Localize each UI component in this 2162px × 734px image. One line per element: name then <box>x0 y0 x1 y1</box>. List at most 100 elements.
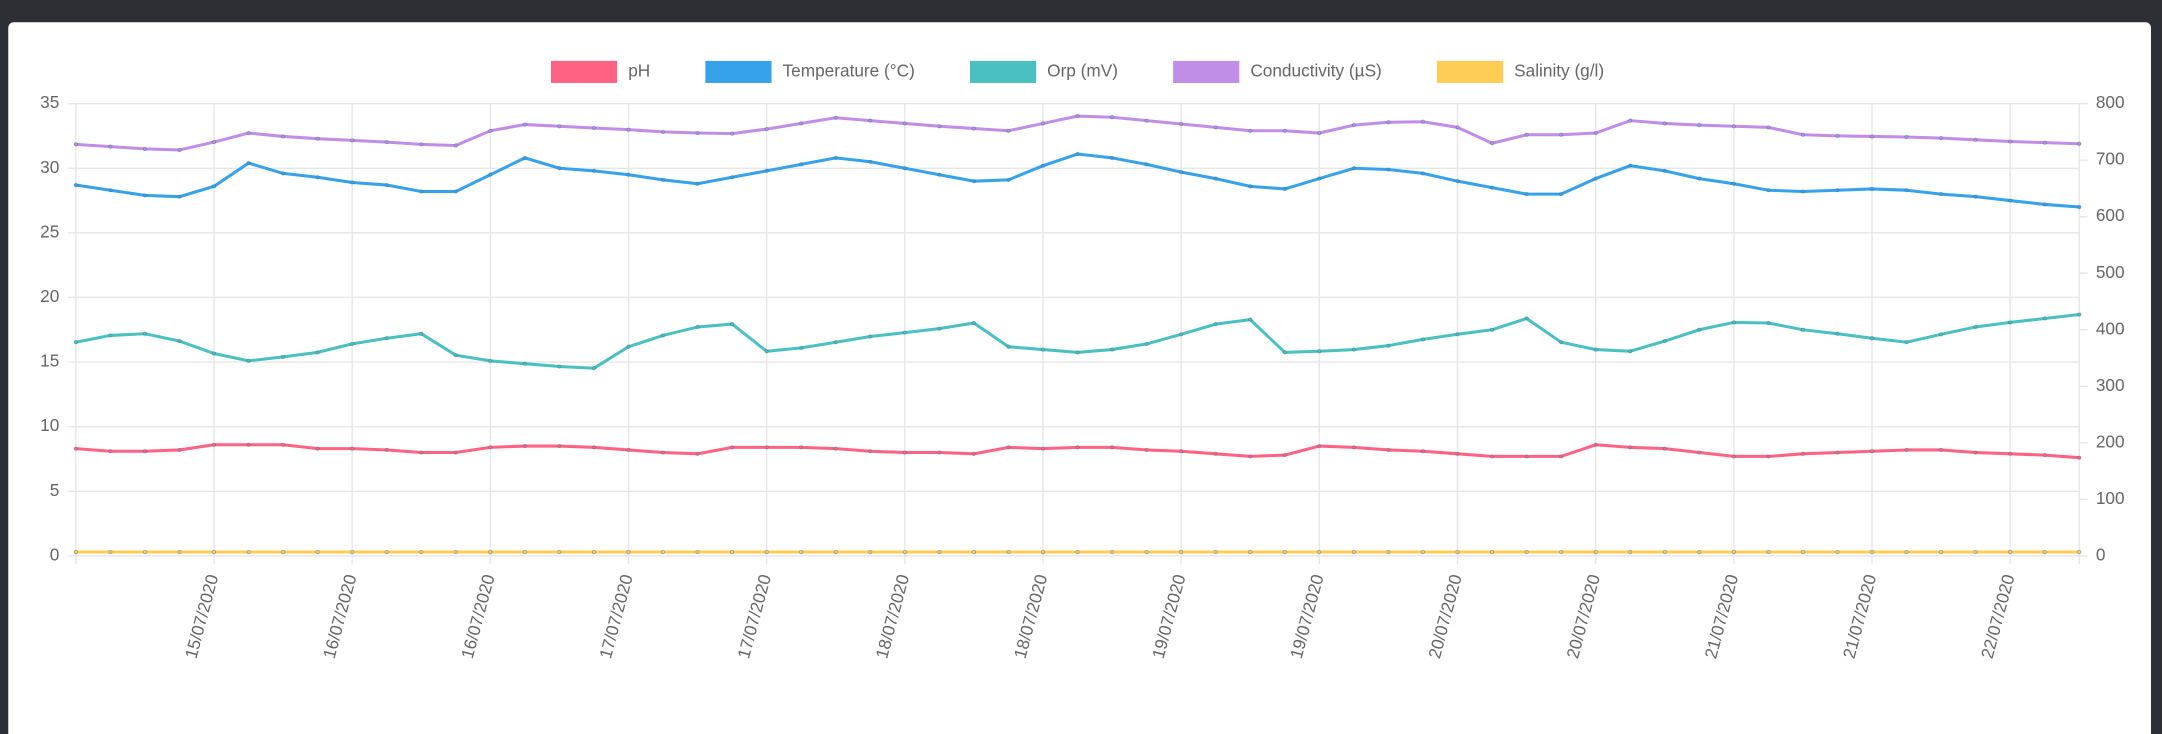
data-point <box>902 330 907 335</box>
y-tick-label: 0 <box>50 544 60 564</box>
data-point <box>660 129 666 134</box>
data-point <box>1800 132 1806 137</box>
data-point <box>1282 453 1287 458</box>
legend-swatch[interactable] <box>969 60 1037 83</box>
data-point <box>1455 332 1460 337</box>
data-point <box>937 450 942 455</box>
data-point <box>1282 350 1287 355</box>
legend-swatch[interactable] <box>1436 60 1504 83</box>
data-point <box>695 130 700 136</box>
data-point <box>1731 454 1736 459</box>
y-tick-label: 15 <box>40 351 59 371</box>
data-point <box>1939 332 1944 337</box>
data-point <box>1006 549 1011 555</box>
data-point <box>730 131 735 136</box>
data-point <box>1835 331 1840 336</box>
data-point <box>1213 322 1218 327</box>
data-point <box>971 179 976 184</box>
legend-label[interactable]: Orp (mV) <box>1047 60 1118 80</box>
data-point <box>177 339 182 344</box>
data-point <box>902 121 907 126</box>
data-point <box>1524 192 1529 197</box>
data-point <box>453 143 458 148</box>
data-point <box>315 175 320 180</box>
data-point <box>764 168 769 173</box>
data-point <box>660 177 666 182</box>
data-point <box>591 125 597 131</box>
legend-label[interactable]: Temperature (°C) <box>783 60 915 80</box>
legend-label[interactable]: Conductivity (µS) <box>1250 60 1381 80</box>
data-point <box>1179 121 1184 127</box>
data-point <box>1559 192 1564 197</box>
data-point <box>1282 186 1287 191</box>
data-point <box>1282 128 1287 133</box>
data-point <box>1351 347 1356 352</box>
y2-tick-label: 500 <box>2096 262 2125 282</box>
data-point <box>591 549 597 555</box>
data-point <box>142 549 147 555</box>
data-point <box>1489 454 1495 459</box>
data-point <box>1869 186 1875 191</box>
data-point <box>591 445 597 450</box>
data-point <box>1697 176 1702 181</box>
data-point <box>1040 549 1046 555</box>
legend-label[interactable]: Salinity (g/l) <box>1514 60 1604 80</box>
data-point <box>1766 188 1771 193</box>
data-point <box>1248 184 1253 189</box>
data-point <box>1524 549 1529 555</box>
data-point <box>281 134 286 139</box>
data-point <box>1662 446 1667 451</box>
data-point <box>868 549 873 555</box>
data-point <box>522 361 527 366</box>
data-point <box>1420 549 1426 555</box>
data-point <box>1282 549 1287 555</box>
data-point <box>1697 327 1702 332</box>
data-point <box>833 155 838 160</box>
data-point <box>971 451 976 456</box>
data-point <box>626 447 631 453</box>
legend-swatch[interactable] <box>1173 60 1240 83</box>
data-point <box>2042 140 2047 145</box>
legend-swatch[interactable] <box>550 60 618 83</box>
data-point <box>1628 549 1633 555</box>
data-point <box>2042 549 2047 555</box>
data-point <box>419 189 424 194</box>
data-point <box>246 549 251 555</box>
legend-label[interactable]: pH <box>628 60 650 80</box>
data-point <box>2008 139 2013 144</box>
data-point <box>730 175 735 180</box>
data-point <box>695 181 700 186</box>
data-point <box>833 549 838 555</box>
data-point <box>1040 347 1046 352</box>
data-point <box>384 549 389 555</box>
data-point <box>557 166 562 171</box>
data-point <box>1386 447 1391 453</box>
data-point <box>246 442 251 447</box>
data-point <box>1420 119 1426 124</box>
data-point <box>1939 192 1944 197</box>
y-tick-label: 5 <box>50 480 60 500</box>
data-point <box>1593 442 1598 447</box>
data-point <box>1213 125 1218 130</box>
legend-swatch[interactable] <box>705 60 772 83</box>
data-point <box>488 549 493 555</box>
data-point <box>1593 549 1598 555</box>
data-point <box>108 188 113 193</box>
data-point <box>108 549 113 555</box>
data-point <box>660 549 666 555</box>
data-point <box>1006 128 1011 133</box>
data-point <box>1075 549 1080 555</box>
data-point <box>384 182 389 188</box>
data-point <box>1179 449 1184 454</box>
data-point <box>142 449 147 454</box>
y2-tick-label: 200 <box>2096 431 2125 451</box>
data-point <box>799 345 804 350</box>
data-point <box>660 450 666 455</box>
data-point <box>1455 549 1460 555</box>
data-point <box>1939 136 1944 141</box>
data-point <box>1386 549 1391 555</box>
data-point <box>522 155 527 160</box>
data-point <box>695 324 700 330</box>
data-point <box>1904 188 1909 193</box>
